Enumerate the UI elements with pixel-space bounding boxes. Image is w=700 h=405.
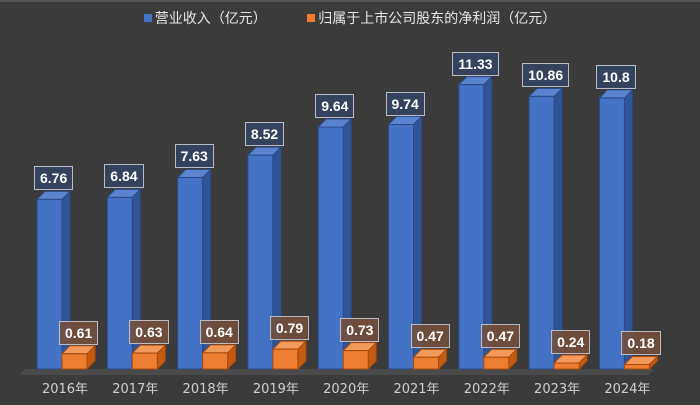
x-axis-label: 2018年	[182, 382, 229, 397]
profit-bar	[61, 353, 88, 370]
profit-bar	[553, 362, 580, 370]
profit-bar	[342, 350, 369, 370]
revenue-data-label: 6.84	[104, 164, 144, 189]
x-axis-label: 2020年	[323, 382, 370, 397]
revenue-bar-side	[553, 87, 563, 371]
revenue-data-label: 7.63	[174, 144, 214, 169]
profit-data-label: 0.79	[269, 316, 310, 341]
revenue-bar	[598, 97, 625, 370]
revenue-data-label: 9.64	[315, 94, 355, 119]
legend-swatch-profit	[307, 14, 316, 22]
revenue-data-label: 10.86	[522, 63, 570, 88]
profit-data-label: 0.73	[340, 317, 380, 342]
revenue-data-label: 6.76	[34, 166, 74, 191]
legend-item-profit: 归属于上市公司股东的净利润（亿元）	[307, 8, 556, 28]
profit-bar	[483, 356, 510, 370]
profit-bar	[413, 356, 439, 370]
legend-swatch-revenue	[143, 14, 152, 22]
x-axis-label: 2016年	[41, 382, 89, 397]
profit-data-label: 0.47	[480, 324, 521, 349]
x-axis-label: 2024年	[604, 382, 651, 397]
profit-bar	[202, 352, 229, 370]
revenue-data-label: 9.74	[385, 91, 425, 116]
chart-legend: 营业收入（亿元） 归属于上市公司股东的净利润（亿元）	[0, 8, 700, 28]
revenue-data-label: 8.52	[244, 122, 285, 147]
profit-data-label: 0.24	[551, 329, 591, 354]
profit-bar	[131, 352, 158, 370]
x-axis-label: 2019年	[252, 382, 299, 397]
profit-data-label: 0.18	[621, 331, 661, 356]
legend-item-revenue: 营业收入（亿元）	[143, 8, 267, 28]
profit-data-label: 0.47	[410, 324, 450, 349]
profit-bar	[272, 348, 299, 370]
x-axis-label: 2023年	[534, 382, 581, 397]
legend-label-profit: 归属于上市公司股东的净利润（亿元）	[318, 11, 557, 27]
x-axis-label: 2017年	[112, 382, 159, 397]
profit-data-label: 0.61	[59, 320, 99, 345]
profit-bar	[623, 363, 650, 370]
revenue-bar-side	[623, 88, 633, 371]
revenue-bar	[528, 95, 555, 370]
profit-data-label: 0.63	[129, 320, 169, 345]
revenue-data-label: 10.8	[596, 64, 636, 89]
profit-data-label: 0.64	[199, 319, 239, 344]
x-axis-label: 2021年	[393, 382, 440, 397]
x-axis-label: 2022年	[463, 382, 510, 397]
legend-label-revenue: 营业收入（亿元）	[154, 11, 267, 27]
revenue-data-label: 11.33	[452, 51, 499, 76]
